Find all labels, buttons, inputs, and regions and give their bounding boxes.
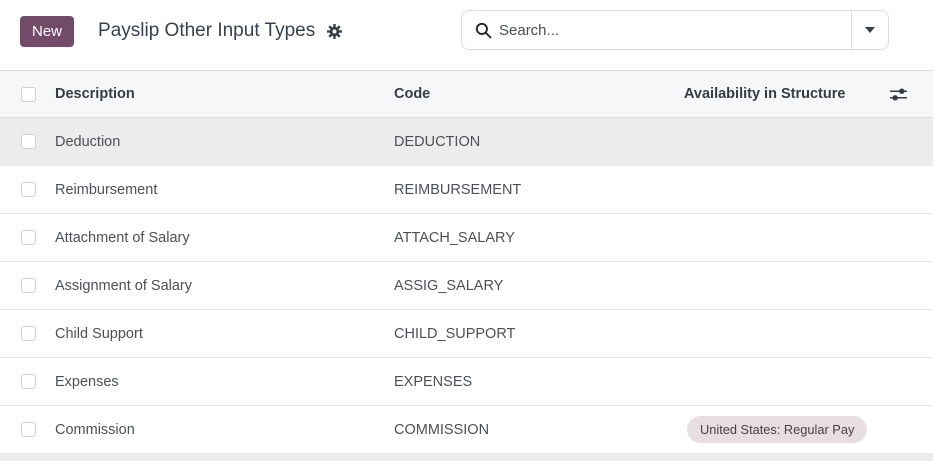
row-checkbox[interactable] [21, 374, 36, 389]
search-field-area [462, 11, 851, 49]
search-icon [475, 22, 492, 38]
gear-icon[interactable] [326, 23, 343, 40]
column-header-code[interactable]: Code [394, 86, 431, 102]
row-checkbox[interactable] [21, 230, 36, 245]
description-cell: Attachment of Salary [55, 229, 190, 246]
table-header-row: Description Code Availability in Structu… [0, 70, 933, 118]
code-cell: DEDUCTION [394, 133, 481, 150]
description-cell: Commission [55, 421, 135, 438]
row-checkbox-cell [0, 326, 55, 341]
adjust-columns-icon[interactable] [889, 87, 933, 102]
code-cell: ASSIG_SALARY [394, 277, 504, 294]
header-checkbox-cell [0, 86, 55, 102]
list-table: Description Code Availability in Structu… [0, 70, 933, 461]
table-row[interactable]: Assignment of Salary ASSIG_SALARY [0, 262, 933, 310]
description-cell: Assignment of Salary [55, 277, 193, 294]
code-cell: CHILD_SUPPORT [394, 325, 516, 342]
table-row[interactable]: Attachment of Salary ATTACH_SALARY [0, 214, 933, 262]
description-cell: Expenses [55, 373, 119, 390]
row-checkbox-cell [0, 230, 55, 245]
column-header-description[interactable]: Description [55, 86, 135, 102]
select-all-checkbox[interactable] [21, 86, 36, 102]
availability-cell: United States: Regular Pay [684, 415, 889, 444]
row-checkbox[interactable] [21, 278, 36, 293]
search-bar [461, 10, 889, 50]
code-cell: REIMBURSEMENT [394, 181, 522, 198]
table-row[interactable]: Child Support CHILD_SUPPORT [0, 310, 933, 358]
code-cell: ATTACH_SALARY [394, 229, 515, 246]
next-row-edge [0, 454, 933, 461]
table-row[interactable]: Deduction DEDUCTION [0, 118, 933, 166]
new-button[interactable]: New [20, 15, 75, 47]
table-row[interactable]: Expenses EXPENSES [0, 358, 933, 406]
row-checkbox-cell [0, 278, 55, 293]
row-checkbox-cell [0, 374, 55, 389]
row-checkbox[interactable] [21, 326, 36, 341]
control-panel: New Payslip Other Input Types [0, 0, 933, 70]
description-cell: Deduction [55, 133, 121, 150]
row-checkbox-cell [0, 182, 55, 197]
row-checkbox-cell [0, 134, 55, 149]
table-row[interactable]: Reimbursement REIMBURSEMENT [0, 166, 933, 214]
description-cell: Child Support [55, 325, 143, 342]
row-checkbox-cell [0, 422, 55, 437]
code-cell: COMMISSION [394, 421, 490, 438]
search-dropdown-toggle[interactable] [851, 11, 888, 49]
column-header-availability[interactable]: Availability in Structure [684, 86, 846, 102]
description-cell: Reimbursement [55, 181, 158, 198]
row-checkbox[interactable] [21, 182, 36, 197]
table-row[interactable]: Commission COMMISSION United States: Reg… [0, 406, 933, 454]
page-title: Payslip Other Input Types [98, 20, 316, 41]
row-checkbox[interactable] [21, 134, 36, 149]
search-input[interactable] [499, 21, 851, 39]
row-checkbox[interactable] [21, 422, 36, 437]
code-cell: EXPENSES [394, 373, 473, 390]
structure-badge: United States: Regular Pay [687, 415, 868, 444]
caret-down-icon [865, 27, 875, 33]
